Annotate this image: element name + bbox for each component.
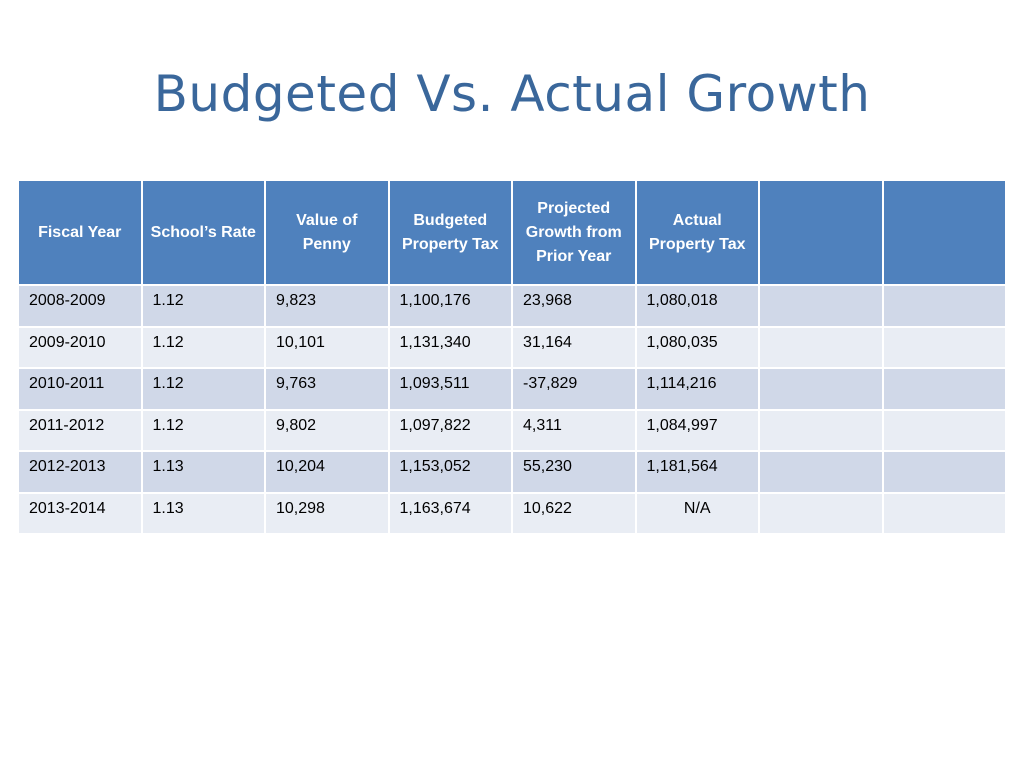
table-cell: 1,100,176 xyxy=(387,284,513,328)
header-actual-property-tax: Actual Property Tax xyxy=(634,179,760,286)
table-cell: N/A xyxy=(634,491,760,535)
header-value-of-penny: Value of Penny xyxy=(264,179,390,286)
table-cell xyxy=(881,367,1007,411)
table-cell: 1,153,052 xyxy=(387,450,513,494)
table-cell: 2011-2012 xyxy=(17,408,143,452)
table-cell: 9,823 xyxy=(264,284,390,328)
table-cell: 1,181,564 xyxy=(634,450,760,494)
table-cell: 4,311 xyxy=(511,408,637,452)
table-cell: 55,230 xyxy=(511,450,637,494)
table-cell xyxy=(758,450,884,494)
table-cell: 9,802 xyxy=(264,408,390,452)
table-cell xyxy=(881,284,1007,328)
table-cell: 1,114,216 xyxy=(634,367,760,411)
table-cell xyxy=(881,408,1007,452)
table-cell: 1,084,997 xyxy=(634,408,760,452)
table-cell: 1.12 xyxy=(140,325,266,369)
table-cell: 10,298 xyxy=(264,491,390,535)
table-row: 2011-2012 1.12 9,802 1,097,822 4,311 1,0… xyxy=(17,408,1007,452)
table-row: 2009-2010 1.12 10,101 1,131,340 31,164 1… xyxy=(17,325,1007,369)
table-cell: 1.12 xyxy=(140,284,266,328)
table-cell: 10,101 xyxy=(264,325,390,369)
table-cell: 10,204 xyxy=(264,450,390,494)
table-cell: 1.13 xyxy=(140,450,266,494)
table-cell: 1.12 xyxy=(140,367,266,411)
table-cell: -37,829 xyxy=(511,367,637,411)
table-cell: 10,622 xyxy=(511,491,637,535)
table-cell: 2009-2010 xyxy=(17,325,143,369)
table-cell xyxy=(758,284,884,328)
table-cell xyxy=(881,491,1007,535)
table-cell: 1,093,511 xyxy=(387,367,513,411)
table-cell xyxy=(881,450,1007,494)
header-empty-2 xyxy=(881,179,1007,286)
table-cell xyxy=(881,325,1007,369)
table-cell: 1,097,822 xyxy=(387,408,513,452)
table-cell: 1,080,018 xyxy=(634,284,760,328)
table-cell: 1,080,035 xyxy=(634,325,760,369)
table-cell: 23,968 xyxy=(511,284,637,328)
table-cell: 2008-2009 xyxy=(17,284,143,328)
header-budgeted-property-tax: Budgeted Property Tax xyxy=(387,179,513,286)
table-row: 2012-2013 1.13 10,204 1,153,052 55,230 1… xyxy=(17,450,1007,494)
table-cell xyxy=(758,367,884,411)
table-cell: 1.13 xyxy=(140,491,266,535)
table-cell xyxy=(758,325,884,369)
data-table: Fiscal Year School’s Rate Value of Penny… xyxy=(17,179,1007,535)
slide-title: Budgeted Vs. Actual Growth xyxy=(153,65,871,123)
table-cell xyxy=(758,491,884,535)
table-cell: 1.12 xyxy=(140,408,266,452)
table-row: 2010-2011 1.12 9,763 1,093,511 -37,829 1… xyxy=(17,367,1007,411)
table-cell: 2010-2011 xyxy=(17,367,143,411)
header-projected-growth: Projected Growth from Prior Year xyxy=(511,179,637,286)
table-row: 2008-2009 1.12 9,823 1,100,176 23,968 1,… xyxy=(17,284,1007,328)
header-row: Fiscal Year School’s Rate Value of Penny… xyxy=(17,179,1007,286)
header-fiscal-year: Fiscal Year xyxy=(17,179,143,286)
table-cell xyxy=(758,408,884,452)
table-cell: 9,763 xyxy=(264,367,390,411)
table-cell: 31,164 xyxy=(511,325,637,369)
table-cell: 1,131,340 xyxy=(387,325,513,369)
table-row: 2013-2014 1.13 10,298 1,163,674 10,622 N… xyxy=(17,491,1007,535)
header-empty-1 xyxy=(758,179,884,286)
table-cell: 2013-2014 xyxy=(17,491,143,535)
table-cell: 2012-2013 xyxy=(17,450,143,494)
table-cell: 1,163,674 xyxy=(387,491,513,535)
header-schools-rate: School’s Rate xyxy=(140,179,266,286)
